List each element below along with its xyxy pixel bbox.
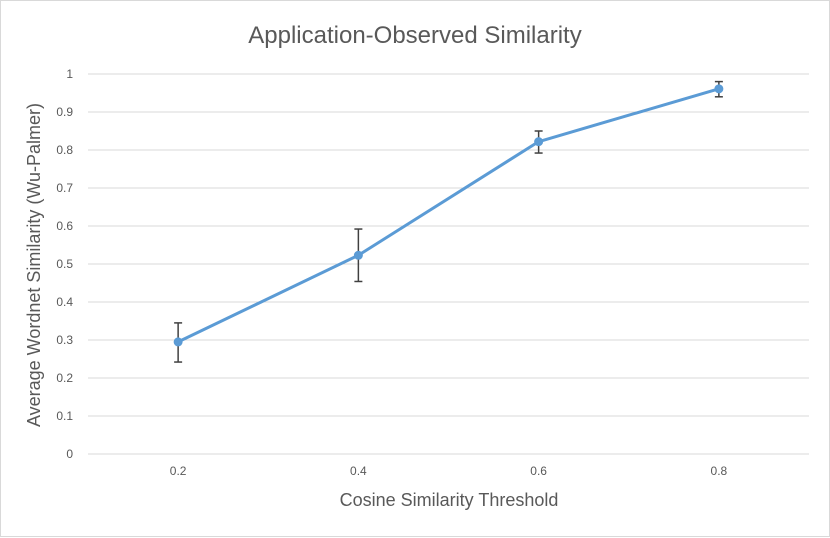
- series-layer: [173, 80, 724, 363]
- y-axis-ticks: 0 0.1 0.2 0.3 0.4 0.5 0.6 0.7 0.8 0.9 1: [56, 67, 73, 461]
- y-tick-label: 0.6: [56, 219, 73, 233]
- y-tick-label: 0.7: [56, 181, 73, 195]
- y-tick-label: 0.2: [56, 371, 73, 385]
- data-point: [534, 137, 544, 147]
- gridlines: [88, 73, 809, 455]
- y-tick-label: 1: [66, 67, 73, 81]
- x-tick-label: 0.8: [711, 464, 728, 478]
- data-point: [173, 337, 183, 347]
- x-tick-label: 0.2: [170, 464, 187, 478]
- x-tick-label: 0.6: [530, 464, 547, 478]
- y-tick-label: 0.3: [56, 333, 73, 347]
- x-tick-label: 0.4: [350, 464, 367, 478]
- series-line: [177, 87, 720, 344]
- chart-title: Application-Observed Similarity: [248, 22, 581, 49]
- y-tick-label: 0.4: [56, 295, 73, 309]
- x-axis-title: Cosine Similarity Threshold: [340, 490, 559, 510]
- y-tick-label: 0.1: [56, 409, 73, 423]
- y-tick-label: 0: [66, 447, 73, 461]
- data-point: [353, 250, 363, 260]
- y-axis-title: Average Wordnet Similarity (Wu-Palmer): [24, 103, 44, 427]
- data-point: [714, 84, 724, 94]
- x-axis-ticks: 0.2 0.4 0.6 0.8: [170, 464, 728, 478]
- y-tick-label: 0.8: [56, 143, 73, 157]
- y-tick-label: 0.9: [56, 105, 73, 119]
- y-tick-label: 0.5: [56, 257, 73, 271]
